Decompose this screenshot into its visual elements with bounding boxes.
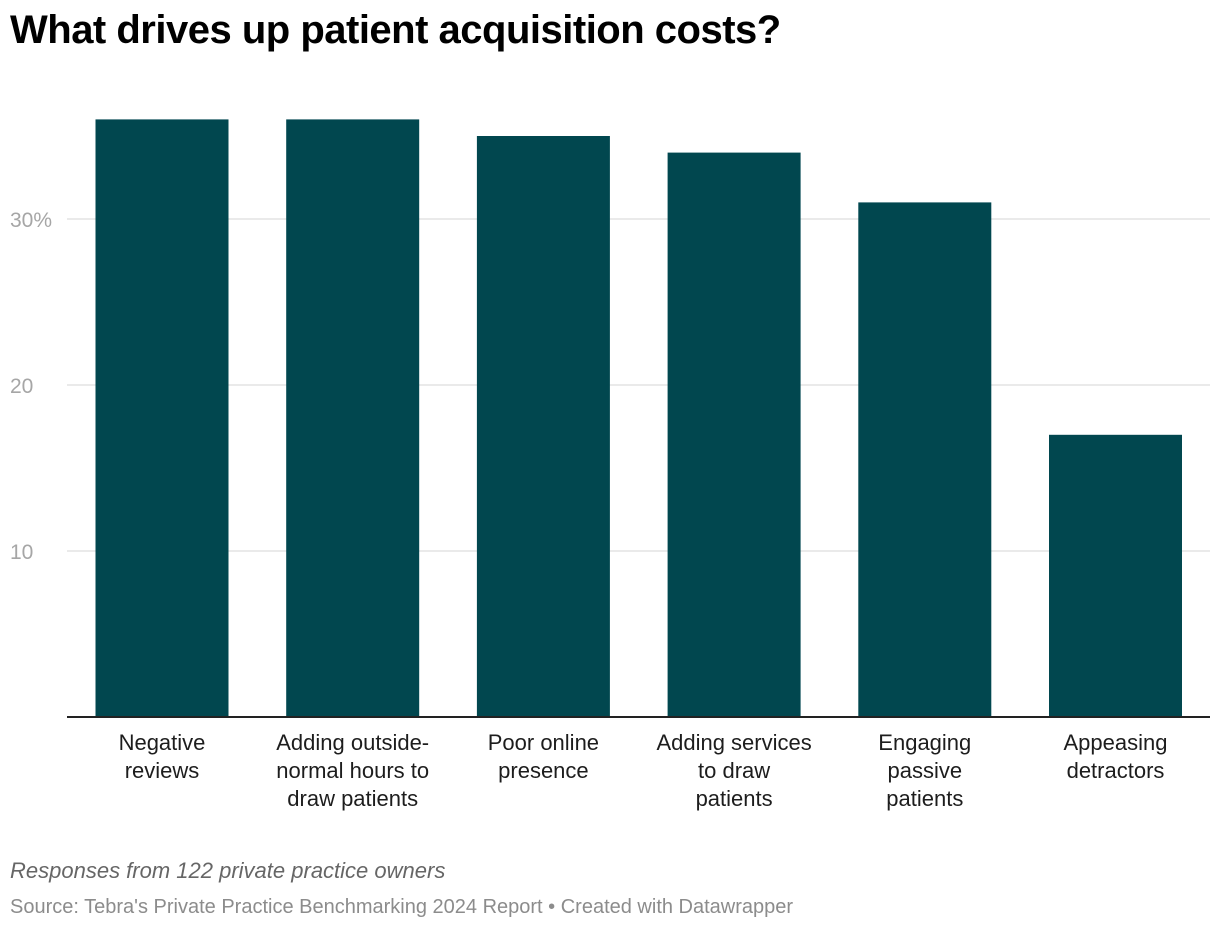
- chart-title: What drives up patient acquisition costs…: [10, 8, 781, 52]
- bar-2: [476, 136, 610, 717]
- chart-note: Responses from 122 private practice owne…: [10, 858, 446, 883]
- x-category-label-line: draw patients: [287, 786, 418, 811]
- x-category-label-3: Adding services to draw patients: [656, 730, 811, 811]
- x-category-label-line: patients: [886, 786, 963, 811]
- x-category-label-4: Engaging passive patients: [878, 730, 971, 811]
- bars: [95, 119, 1182, 718]
- x-category-label-line: Adding outside-: [276, 730, 429, 755]
- x-category-label-0: Negative reviews: [119, 730, 206, 783]
- bar-5: [1049, 434, 1182, 717]
- y-tick-label-20: 20: [10, 375, 33, 398]
- x-category-label-line: Engaging: [878, 730, 971, 755]
- bar-4: [858, 202, 992, 717]
- x-category-label-line: Poor online: [488, 730, 599, 755]
- y-axis-ticks: 10 20 30%: [10, 209, 52, 564]
- x-category-label-line: reviews: [125, 758, 200, 783]
- x-category-label-1: Adding outside-normal hours to draw patie…: [276, 730, 429, 811]
- x-category-label-line: Appeasing: [1064, 730, 1168, 755]
- y-tick-label-30: 30%: [10, 209, 52, 232]
- x-category-label-line: presence: [498, 758, 589, 783]
- bar-0: [95, 119, 229, 717]
- chart-source: Source: Tebra's Private Practice Benchma…: [10, 896, 794, 918]
- x-category-label-2: Poor online presence: [488, 730, 599, 783]
- gridlines: [67, 218, 1210, 552]
- x-axis-labels: Negative reviews Adding outside-normal hou…: [119, 730, 1168, 811]
- bar-3: [667, 152, 801, 718]
- x-category-label-line: detractors: [1067, 758, 1165, 783]
- bar-chart: 10 20 30% Negative reviews Adding outside-no…: [10, 119, 1210, 811]
- x-category-label-5: Appeasing detractors: [1064, 730, 1168, 783]
- x-category-label-line: passive: [888, 758, 963, 783]
- y-tick-label-10: 10: [10, 541, 33, 564]
- x-category-label-line: patients: [696, 786, 773, 811]
- x-category-label-line: Adding services: [656, 730, 811, 755]
- x-category-label-line: normal hours to: [276, 758, 429, 783]
- x-category-label-line: Negative: [119, 730, 206, 755]
- x-category-label-line: to draw: [698, 758, 770, 783]
- bar-1: [286, 119, 420, 717]
